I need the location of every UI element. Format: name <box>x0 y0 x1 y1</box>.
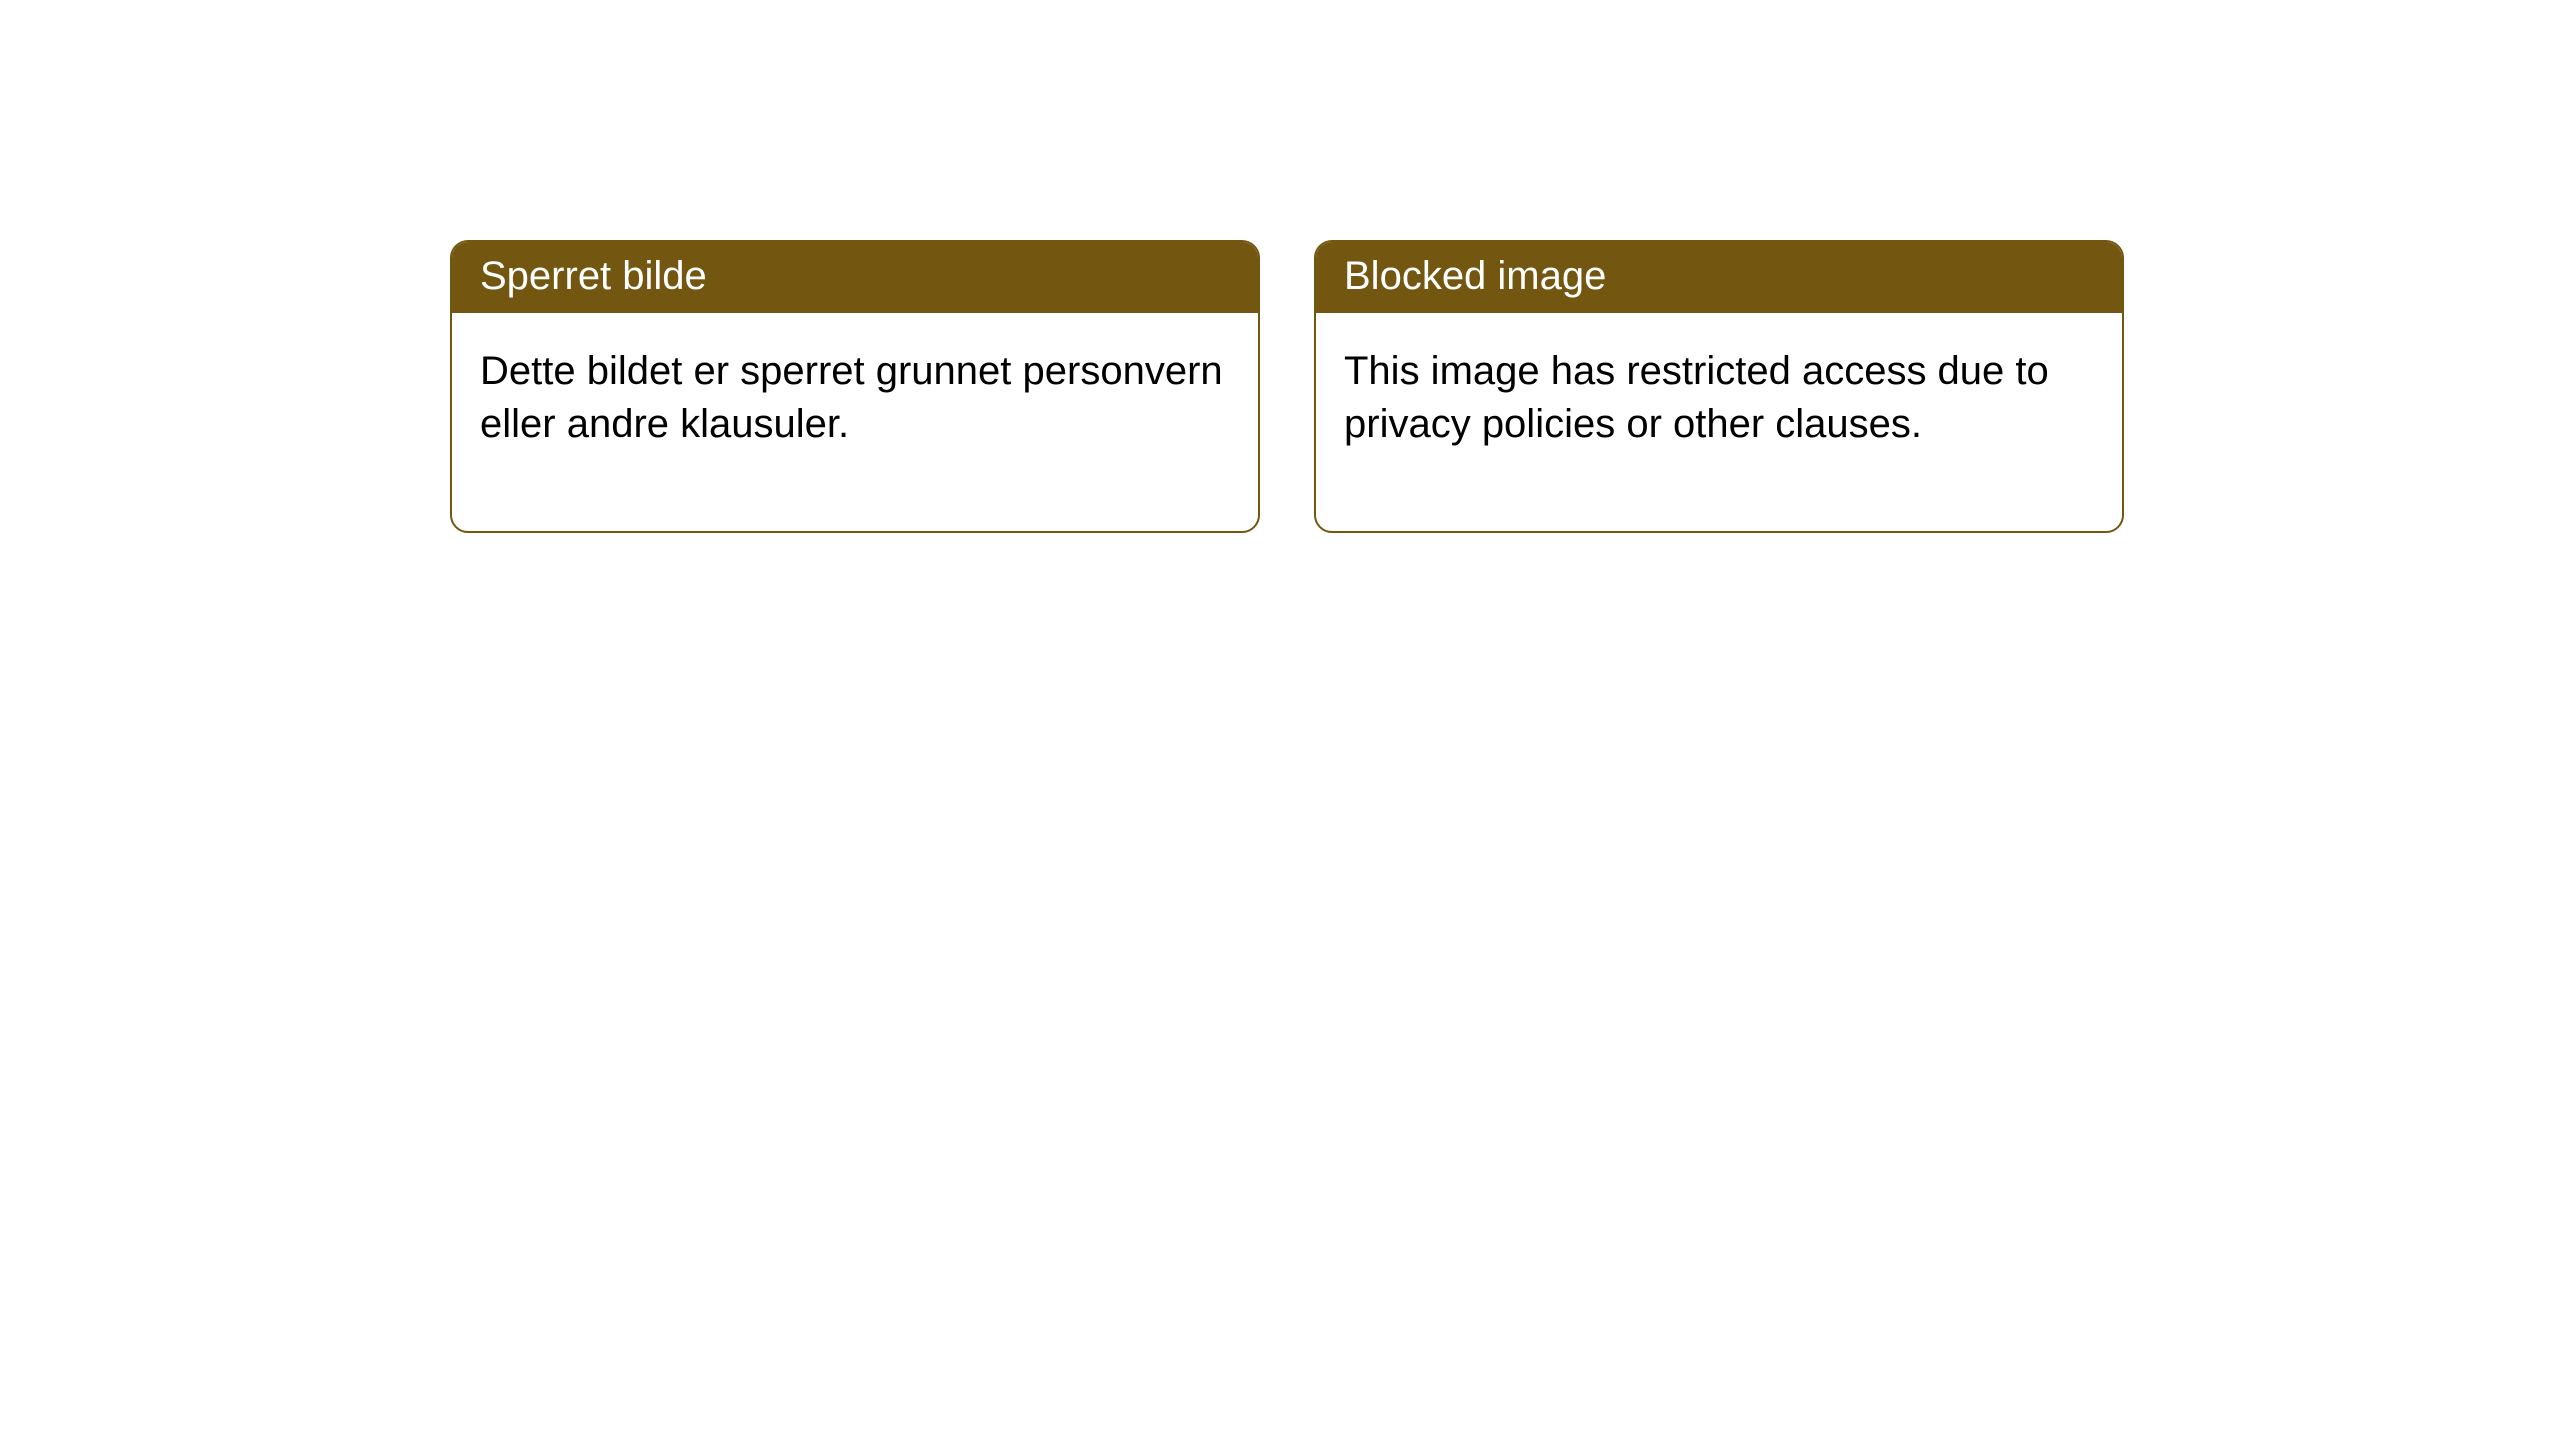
notice-body-norwegian: Dette bildet er sperret grunnet personve… <box>452 313 1258 531</box>
notice-body-english: This image has restricted access due to … <box>1316 313 2122 531</box>
notice-box-english: Blocked image This image has restricted … <box>1314 240 2124 533</box>
notice-header-english: Blocked image <box>1316 242 2122 313</box>
notice-header-norwegian: Sperret bilde <box>452 242 1258 313</box>
notice-box-norwegian: Sperret bilde Dette bildet er sperret gr… <box>450 240 1260 533</box>
notice-container: Sperret bilde Dette bildet er sperret gr… <box>0 0 2560 533</box>
